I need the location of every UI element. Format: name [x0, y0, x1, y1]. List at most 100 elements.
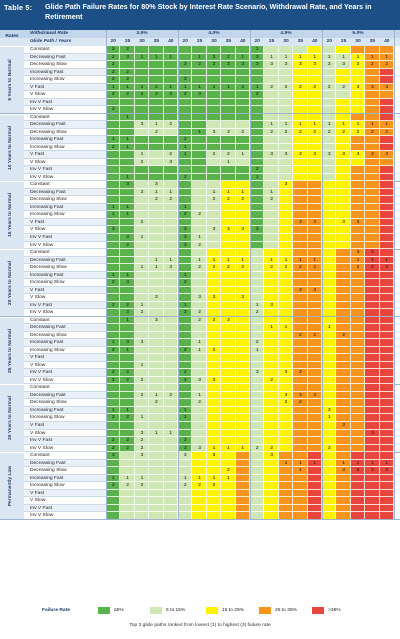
rank-value: 1 [198, 129, 201, 135]
failure-rate-cell [322, 121, 337, 129]
rank-value: 3 [299, 287, 302, 293]
failure-rate-cell [178, 46, 193, 54]
failure-rate-cell [365, 301, 380, 310]
failure-rate-cell [250, 249, 265, 257]
failure-rate-cell [365, 121, 380, 129]
table-row [24, 489, 106, 498]
rank-value: 2 [241, 265, 245, 271]
failure-rate-cell [293, 406, 308, 415]
failure-rate-cell [134, 151, 150, 159]
table-row [24, 354, 106, 362]
rank-value: 2 [140, 445, 144, 451]
failure-rate-cell [120, 181, 135, 189]
rank-value: 2 [155, 129, 158, 135]
failure-rate-cell [307, 271, 322, 280]
rank-value: 2 [371, 468, 374, 474]
failure-rate-cell [293, 256, 308, 265]
rank-value: 1 [183, 272, 187, 278]
failure-rate-cell [221, 166, 236, 174]
failure-rate-cell [163, 158, 178, 167]
table-row [24, 474, 106, 483]
glide-path-label: Constant [30, 250, 50, 256]
table-row [24, 143, 106, 152]
rank-value: 1 [126, 407, 129, 413]
failure-rate-cell [134, 459, 150, 468]
years-header: 40 [240, 39, 246, 44]
glide-path-label: V Fast [30, 84, 45, 90]
failure-rate-cell [163, 286, 178, 295]
failure-rate-cell [264, 414, 279, 422]
rank-value: 1 [155, 257, 158, 263]
rank-value: 2 [313, 129, 317, 135]
failure-rate-cell [149, 399, 164, 407]
failure-rate-cell [221, 83, 236, 92]
glide-path-label: V Slow [30, 227, 46, 233]
failure-rate-cell [235, 113, 250, 122]
withdrawal-rate-header: 3.5% [136, 31, 148, 36]
failure-rate-cell [163, 482, 178, 490]
failure-rate-cell [293, 264, 308, 272]
rank-value: 2 [385, 62, 389, 68]
failure-rate-cell [120, 467, 135, 475]
failure-rate-cell [149, 459, 164, 468]
glide-path-label: Increasing Fast [30, 69, 64, 75]
failure-rate-cell [134, 294, 150, 302]
failure-rate-cell [293, 437, 308, 445]
failure-rate-cell [322, 158, 337, 167]
failure-rate-cell [350, 158, 366, 167]
failure-rate-cell [106, 482, 121, 490]
rank-value: 1 [155, 122, 158, 128]
failure-rate-cell [120, 158, 135, 167]
failure-rate-cell [192, 414, 207, 422]
failure-rate-cell [206, 53, 222, 62]
table-row [24, 256, 106, 265]
failure-rate-cell [235, 203, 250, 212]
failure-rate-cell [365, 384, 380, 392]
failure-rate-cell [134, 346, 150, 355]
failure-rate-cell [350, 489, 366, 498]
block-separator [393, 30, 395, 520]
failure-rate-cell [206, 286, 222, 295]
failure-rate-cell [278, 429, 294, 438]
failure-rate-cell [322, 474, 337, 483]
rank-value: 1 [126, 174, 129, 180]
table-row [24, 91, 106, 99]
table-title: Glide Path Failure Rates for 80% Stock b… [45, 2, 372, 21]
failure-rate-cell [221, 53, 236, 62]
failure-rate-cell [235, 452, 250, 460]
rank-value: 3 [313, 152, 317, 158]
failure-rate-cell [278, 406, 294, 415]
failure-rate-cell [134, 301, 150, 310]
failure-rate-cell [250, 158, 265, 167]
table-row [24, 98, 106, 107]
failure-rate-cell [264, 249, 279, 257]
failure-rate-cell [206, 136, 222, 144]
glide-path-label: Decreasing Slow [30, 400, 67, 406]
rank-value: 2 [140, 392, 144, 398]
failure-rate-cell [178, 61, 193, 69]
failure-rate-cell [163, 68, 178, 77]
failure-rate-cell [365, 429, 380, 438]
failure-rate-cell [250, 211, 265, 219]
glide-path-label: Decreasing Fast [30, 122, 66, 128]
failure-rate-cell [235, 301, 250, 310]
failure-rate-cell [336, 301, 351, 310]
failure-rate-cell [293, 294, 308, 302]
failure-rate-cell [163, 264, 178, 272]
failure-rate-cell [106, 301, 121, 310]
failure-rate-cell [278, 399, 294, 407]
rank-value: 3 [299, 370, 302, 376]
failure-rate-cell [322, 459, 337, 468]
glide-path-label: V Slow [30, 430, 46, 436]
rank-value: 1 [140, 362, 144, 368]
failure-rate-cell [322, 136, 337, 144]
rank-value: 1 [111, 204, 115, 210]
failure-rate-cell [250, 151, 265, 159]
failure-rate-cell [307, 437, 322, 445]
failure-rate-cell [365, 143, 380, 152]
failure-rate-cell [322, 422, 337, 430]
failure-rate-cell [293, 279, 308, 287]
rank-value: 2 [241, 84, 245, 90]
failure-rate-cell [235, 489, 250, 498]
failure-rate-cell [192, 68, 207, 77]
